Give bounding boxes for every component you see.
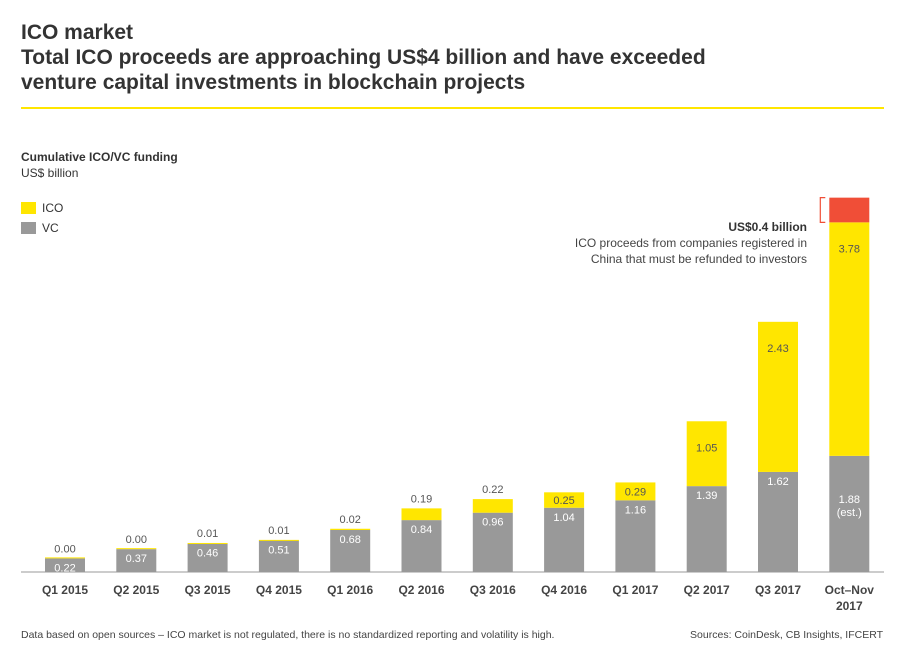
category-label-3: Q4 2015 — [256, 583, 302, 597]
category-label-9: Q2 2017 — [684, 583, 730, 597]
label-ico-0: 0.00 — [54, 543, 75, 555]
bar-china-refund-11 — [829, 197, 870, 223]
category-label-1: Q2 2015 — [113, 583, 159, 597]
label-vc-5: 0.84 — [411, 524, 432, 536]
bar-ico-9 — [686, 421, 727, 487]
bar-ico-5 — [401, 508, 442, 521]
label-ico-7: 0.25 — [553, 495, 574, 507]
chart-title: Cumulative ICO/VC funding — [21, 150, 178, 164]
label-ico-10: 2.43 — [767, 343, 788, 355]
bar-vc-1 — [116, 549, 157, 572]
bar-ico-11 — [829, 222, 870, 456]
label-vc-est-note: (est.) — [837, 507, 862, 519]
legend-item-vc: VC — [21, 218, 63, 238]
category-label-6: Q3 2016 — [470, 583, 516, 597]
label-ico-4: 0.02 — [339, 514, 360, 526]
label-vc-1: 0.37 — [126, 553, 147, 565]
bar-vc-10 — [758, 471, 798, 572]
label-ico-1: 0.00 — [126, 534, 147, 546]
footer-note: Data based on open sources – ICO market … — [21, 629, 555, 641]
label-ico-8: 0.29 — [625, 486, 646, 498]
bar-vc-5 — [401, 520, 442, 572]
category-label-7: Q4 2016 — [541, 583, 587, 597]
legend-swatch-ico — [21, 202, 36, 214]
category-label-10: Q3 2017 — [755, 583, 801, 597]
label-vc-6: 0.96 — [482, 517, 503, 529]
label-ico-11: 3.78 — [839, 243, 860, 255]
category-label-8: Q1 2017 — [612, 583, 658, 597]
annotation-line-1: ICO proceeds from companies registered i… — [574, 236, 807, 250]
chart-unit: US$ billion — [21, 166, 79, 180]
label-ico-6: 0.22 — [482, 484, 503, 496]
label-vc-7: 1.04 — [553, 512, 574, 524]
legend-swatch-vc — [21, 222, 36, 234]
category-label-11: Oct–Nov — [825, 583, 875, 597]
bar-ico-7 — [544, 492, 585, 508]
category-label-4: Q1 2016 — [327, 583, 373, 597]
china-refund-annotation: US$0.4 billion ICO proceeds from compani… — [575, 219, 807, 267]
bar-vc-0 — [45, 558, 85, 572]
page-title-line-2: Total ICO proceeds are approaching US$4 … — [21, 46, 706, 69]
bar-vc-11 — [829, 455, 870, 572]
bar-vc-2 — [187, 543, 228, 572]
bar-ico-2 — [187, 542, 228, 544]
category-label-5: Q2 2016 — [398, 583, 444, 597]
category-label-2: Q3 2015 — [185, 583, 231, 597]
header-divider — [21, 107, 884, 109]
bar-ico-6 — [472, 499, 513, 513]
china-refund-bracket — [819, 197, 826, 223]
label-vc-2: 0.46 — [197, 548, 218, 560]
label-ico-2: 0.01 — [197, 528, 218, 540]
page-title-line-1: ICO market — [21, 21, 134, 44]
legend-label-vc: VC — [42, 221, 59, 235]
bar-vc-6 — [472, 512, 513, 572]
bar-ico-10 — [758, 321, 798, 472]
bar-ico-3 — [258, 539, 299, 541]
label-vc-8: 1.16 — [625, 504, 646, 516]
bar-vc-4 — [330, 529, 371, 572]
bar-ico-8 — [615, 482, 656, 501]
label-ico-9: 1.05 — [696, 442, 717, 454]
label-vc-0: 0.22 — [54, 562, 75, 574]
header: ICO market Total ICO proceeds are approa… — [21, 20, 881, 95]
footer-sources: Sources: CoinDesk, CB Insights, IFCERT — [690, 629, 883, 641]
bar-vc-3 — [258, 540, 299, 572]
label-vc-11: 1.88 — [839, 494, 860, 506]
category-label-11-line2: 2017 — [836, 599, 863, 613]
bar-vc-8 — [615, 500, 656, 572]
bar-vc-9 — [686, 486, 727, 572]
label-vc-10: 1.62 — [767, 476, 788, 488]
label-ico-3: 0.01 — [268, 525, 289, 537]
bar-vc-7 — [544, 507, 585, 572]
label-ico-5: 0.19 — [411, 493, 432, 505]
legend-label-ico: ICO — [42, 201, 64, 215]
annotation-headline: US$0.4 billion — [728, 220, 807, 234]
legend-item-ico: ICO — [21, 198, 63, 218]
category-label-0: Q1 2015 — [42, 583, 88, 597]
bar-ico-0 — [45, 557, 85, 559]
page-title-line-3: venture capital investments in blockchai… — [21, 71, 526, 94]
label-vc-3: 0.51 — [268, 544, 289, 556]
annotation-line-2: China that must be refunded to investors — [590, 252, 807, 266]
bar-ico-1 — [116, 548, 157, 550]
label-vc-4: 0.68 — [339, 534, 360, 546]
bar-ico-4 — [330, 528, 371, 530]
label-vc-9: 1.39 — [696, 490, 717, 502]
legend: ICO VC — [21, 198, 63, 238]
